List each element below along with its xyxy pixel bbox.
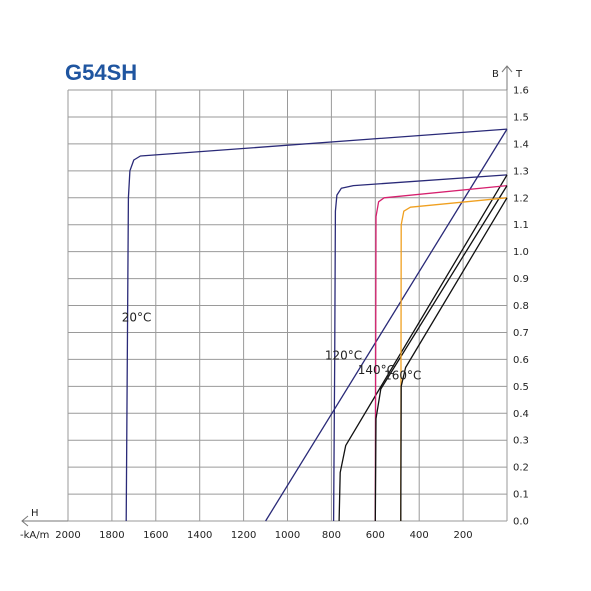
series-line-0-B [125, 128, 508, 522]
y-axis-unit: T [515, 69, 523, 80]
x-axis-unit: -kA/m [20, 530, 49, 541]
x-tick-label: 1400 [187, 530, 212, 541]
chart-title: G54SH [65, 60, 137, 85]
y-tick-label: 1.3 [513, 166, 529, 177]
x-tick-label: 600 [366, 530, 385, 541]
x-tick-label: 1000 [275, 530, 300, 541]
x-tick-label: 800 [322, 530, 341, 541]
y-tick-label: 0.4 [513, 409, 529, 420]
y-tick-labels: 0.0 0.1 0.2 0.3 0.4 0.5 0.6 0.7 0.8 0.9 1.0 1.1 1.2 1… [513, 86, 529, 528]
x-tick-label: 1200 [231, 530, 256, 541]
y-tick-label: 1.2 [513, 193, 529, 204]
y-tick-label: 1.5 [513, 112, 529, 123]
grid [67, 89, 508, 522]
y-tick-label: 0.1 [513, 490, 529, 501]
y-tick-label: 0.3 [513, 436, 529, 447]
x-axis-symbol: H [31, 508, 39, 519]
x-tick-label: 1800 [99, 530, 124, 541]
x-axis-arrowhead [21, 515, 29, 527]
series-group [125, 128, 508, 522]
series-line-3-J [338, 174, 508, 522]
y-tick-label: 1.6 [513, 86, 529, 97]
y-tick-label: 0.6 [513, 355, 529, 366]
x-tick-labels: 2000 1800 1600 1400 1200 1000 800 600 400 200 [55, 530, 472, 541]
curve-label: 160°C [384, 369, 421, 383]
y-tick-label: 0.7 [513, 328, 529, 339]
y-tick-label: 1.1 [513, 220, 529, 231]
curve-label: 20°C [122, 311, 152, 325]
y-tick-label: 0.9 [513, 274, 529, 285]
series-line-7-J [400, 197, 508, 522]
y-tick-label: 1.4 [513, 139, 529, 150]
x-tick-label: 200 [454, 530, 473, 541]
y-tick-label: 0.8 [513, 301, 529, 312]
y-tick-label: 0.0 [513, 517, 529, 528]
x-tick-label: 2000 [55, 530, 80, 541]
y-tick-label: 1.0 [513, 247, 529, 258]
x-tick-label: 400 [410, 530, 429, 541]
y-axis-arrowhead [501, 65, 513, 73]
x-tick-label: 1600 [143, 530, 168, 541]
y-tick-label: 0.2 [513, 463, 529, 474]
series-line-4-B [374, 184, 508, 522]
series-line-1-J [265, 128, 508, 522]
series-line-2-B [332, 174, 508, 522]
curve-label: 140°C [358, 363, 395, 377]
y-axis-symbol: B [492, 69, 499, 80]
series-line-5-J [374, 185, 508, 522]
curve-label: 120°C [325, 348, 362, 362]
y-tick-label: 0.5 [513, 382, 529, 393]
